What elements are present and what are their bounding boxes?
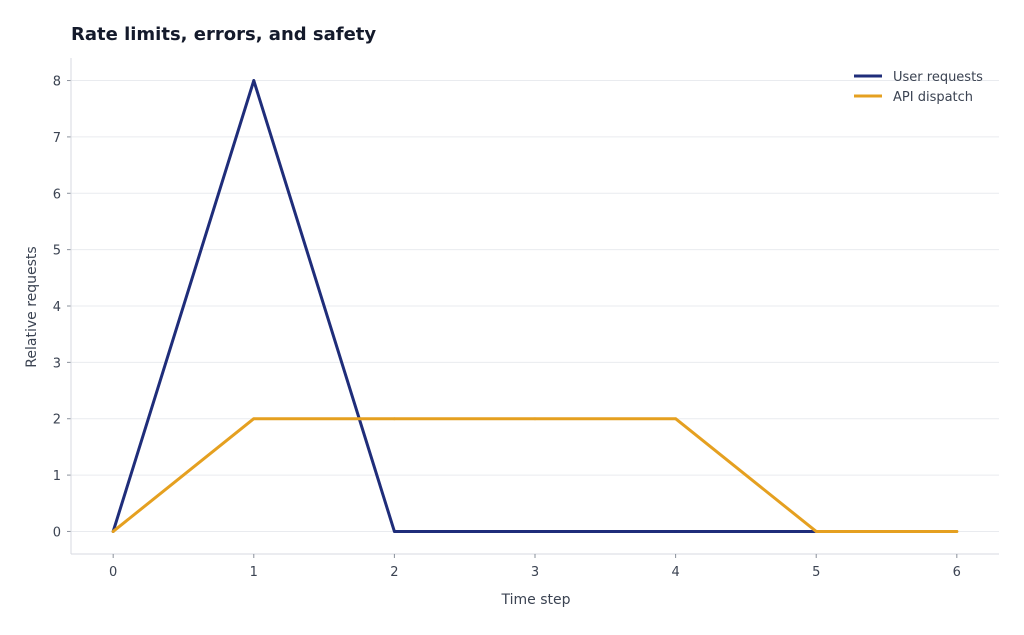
legend-label-2: API dispatch: [893, 90, 973, 105]
x-tick-label: 1: [250, 565, 258, 580]
y-tick-label: 8: [53, 75, 61, 90]
y-tick-label: 4: [53, 300, 61, 315]
y-tick-label: 0: [53, 525, 61, 540]
legend: User requests API dispatch: [854, 70, 983, 105]
x-tick-label: 4: [671, 565, 679, 580]
x-tick-label: 6: [953, 565, 961, 580]
x-tick-label: 2: [390, 565, 398, 580]
series-1-point: [252, 79, 256, 82]
series-2-point: [111, 530, 115, 533]
series-2-point: [814, 530, 818, 533]
series-2-point: [674, 417, 678, 421]
series-2-point: [533, 417, 537, 421]
series-2-point: [392, 417, 396, 421]
axis-layer: 0 1 2 3 4 5 6 7 8 0 1 2 3 4 5 6: [53, 58, 999, 580]
legend-label-1: User requests: [893, 70, 983, 85]
chart-title: Rate limits, errors, and safety: [71, 24, 376, 45]
y-tick-label: 1: [53, 469, 61, 484]
x-tick-label: 0: [109, 565, 117, 580]
y-tick-label: 2: [53, 413, 61, 428]
y-axis-label: Relative requests: [24, 246, 40, 367]
series-2-point: [252, 417, 256, 421]
x-tick-label: 3: [531, 565, 539, 580]
y-tick-label: 7: [53, 131, 61, 146]
x-axis-label: Time step: [501, 592, 571, 608]
series-layer: [111, 79, 959, 533]
x-tick-label: 5: [812, 565, 820, 580]
series-1-point: [674, 530, 678, 533]
series-2-point: [955, 530, 959, 533]
grid-layer: [71, 80, 999, 532]
y-tick-label: 3: [53, 356, 61, 371]
y-tick-label: 6: [53, 187, 61, 202]
series-line-1: [111, 79, 818, 533]
series-1-point: [392, 530, 396, 533]
y-tick-label: 5: [53, 244, 61, 259]
series-1-point: [533, 530, 537, 533]
